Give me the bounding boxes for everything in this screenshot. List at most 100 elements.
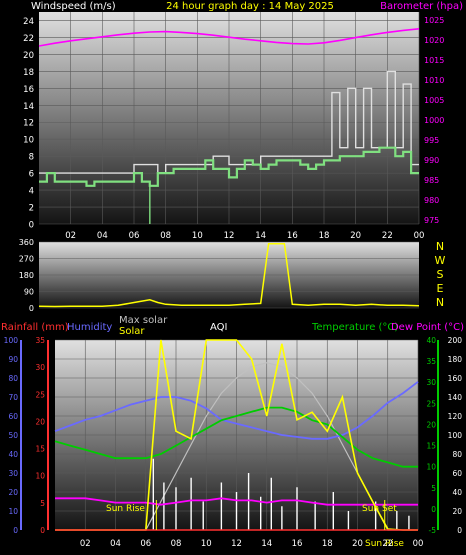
weather-x-tick: 16 [292,539,303,549]
rain-y-tick: 30 [35,363,45,372]
humidity-y-tick: 40 [8,450,18,459]
rain-y-tick: 10 [35,472,45,481]
baro-y-tick: 1025 [424,16,444,25]
temperature-y-tick: -5 [429,526,437,535]
temperature-y-tick: 5 [431,484,436,493]
wind-y-tick: 14 [23,102,34,112]
aqi-y-tick: 120 [448,412,463,421]
wind-x-tick: 00 [414,231,425,241]
wind-x-tick: 16 [287,231,298,241]
legend-max-solar: Max solar [119,315,168,326]
baro-y-tick: 1020 [424,36,444,45]
temperature-y-tick: 20 [426,420,436,429]
weather-x-tick: 20 [352,539,363,549]
aqi-y-tick: 0 [457,526,462,535]
rain-y-tick: 25 [35,390,45,399]
direction-y-tick: 360 [19,238,34,247]
humidity-y-tick: 100 [4,336,19,345]
aqi-y-tick: 140 [448,393,463,402]
legend-humidity: Humidity [67,322,112,333]
wind-y-tick: 10 [23,136,34,146]
wind-series [38,28,420,224]
weather-x-tick: 18 [322,539,333,549]
aqi-y-tick: 40 [452,488,462,497]
wind-y-tick: 12 [23,119,34,129]
wind-y-tick: 22 [23,34,34,44]
wind-x-tick: 02 [65,231,76,241]
wind-y-tick: 2 [29,204,34,214]
humidity-y-tick: 60 [8,412,18,421]
rain-y-tick: 20 [35,417,45,426]
wind-y-tick: 6 [29,170,34,180]
weather-chart: Rainfall (mm) Humidity Max solar Solar A… [1,315,464,549]
weather-axes: 010203040506070809010005101520253035-505… [4,336,463,535]
direction-y-tick: 90 [24,288,34,297]
direction-line [38,243,420,308]
aqi-y-tick: 80 [452,450,462,459]
baro-y-tick: 980 [424,196,439,205]
humidity-y-tick: 80 [8,374,18,383]
weather-x-tick: 22 [382,539,393,549]
aqi-y-tick: 100 [448,431,463,440]
wind-x-tick: 12 [224,231,235,241]
wind-x-tick: 04 [97,231,108,241]
sunrise-label: Sun Rise [106,504,145,514]
baro-y-axis: 975 980 985 990 995 1000 1005 1010 1015 1020 1025 [424,16,444,225]
aqi-y-tick: 20 [452,507,462,516]
wind-gridlines [39,12,420,225]
wind-baro-chart: Windspeed (m/s) 24 hour graph day : 14 M… [23,1,463,241]
direction-series [38,243,420,308]
aqi-y-tick: 200 [448,336,463,345]
rain-y-tick: 0 [40,526,45,535]
baro-y-tick: 985 [424,176,439,185]
wind-y-tick: 24 [23,17,34,27]
wind-x-tick: 14 [255,231,266,241]
weather-x-tick: 04 [110,539,121,549]
humidity-y-tick: 10 [8,507,18,516]
compass-label: W [435,254,446,267]
compass-label: E [437,282,444,295]
direction-gridlines [39,241,419,309]
wind-x-axis: 02 04 06 08 10 12 14 16 18 20 22 00 [65,231,424,241]
rain-y-tick: 35 [35,336,45,345]
temperature-y-tick: 10 [426,463,436,472]
wind-y-tick: 8 [29,153,34,163]
weather-x-tick: 02 [80,539,91,549]
baro-y-tick: 1000 [424,116,444,125]
humidity-y-tick: 50 [8,431,18,440]
temperature-y-tick: 15 [426,442,436,451]
compass-label: N [436,240,444,253]
direction-y-tick: 270 [19,255,34,264]
humidity-y-tick: 20 [8,488,18,497]
wind-y-tick: 16 [23,85,34,95]
weather-x-tick: 10 [201,539,212,549]
weather-x-tick: 14 [261,539,272,549]
humidity-y-tick: 90 [8,355,18,364]
weather-x-tick: 00 [413,539,424,549]
aqi-y-tick: 60 [452,469,462,478]
weather-x-axis: 02 04 06 08 10 12 14 16 18 20 22 00 [80,539,424,549]
temperature-line [54,406,418,468]
temperature-y-tick: 40 [426,336,436,345]
wind-x-tick: 20 [350,231,361,241]
wind-axis-title: Windspeed (m/s) [31,1,116,12]
wind-y-tick: 0 [29,221,34,231]
humidity-y-tick: 70 [8,393,18,402]
weather-series [54,339,419,531]
compass-label: N [436,296,444,309]
chart-title: 24 hour graph day : 14 May 2025 [166,1,334,12]
barometer-line [38,28,420,47]
weather-x-tick: 08 [171,539,182,549]
legend-rainfall: Rainfall (mm) [1,322,69,333]
sunset-label: Sun Set [362,504,397,514]
weather-x-tick: 06 [140,539,151,549]
wind-y-tick: 4 [29,187,34,197]
wind-x-tick: 22 [382,231,393,241]
wind-y-tick: 18 [23,68,34,78]
baro-y-tick: 995 [424,136,439,145]
rain-y-tick: 15 [35,445,45,454]
